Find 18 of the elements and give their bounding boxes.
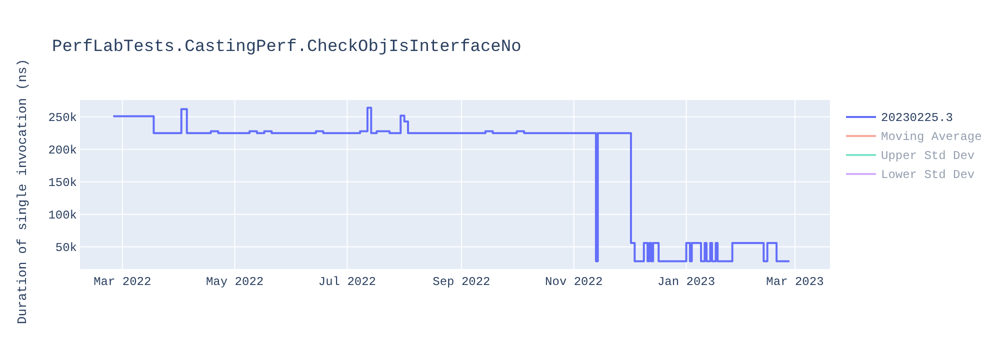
y-tick-label: 250k: [48, 110, 77, 125]
chart-title: PerfLabTests.CastingPerf.CheckObjIsInterfaceNo: [52, 38, 522, 57]
legend-label: 20230225.3: [881, 111, 954, 125]
y-axis-title: Duration of single invocation (ns): [15, 58, 30, 324]
legend-label: Lower Std Dev: [881, 168, 975, 182]
x-tick-label: Sep 2022: [432, 275, 490, 289]
x-tick-label: Jan 2023: [657, 275, 716, 289]
legend-label: Moving Average: [881, 130, 982, 144]
y-tick-label: 100k: [48, 208, 77, 222]
y-tick-label: 200k: [48, 143, 77, 158]
x-tick-label: Jul 2022: [318, 275, 376, 289]
y-tick-label: 150k: [48, 176, 77, 190]
x-tick-label: Nov 2022: [545, 275, 603, 289]
x-tick-label: May 2022: [206, 275, 264, 289]
x-tick-label: Mar 2023: [766, 275, 824, 289]
legend-label: Upper Std Dev: [881, 149, 975, 163]
y-tick-label: 50k: [55, 240, 77, 255]
x-tick-label: Mar 2022: [94, 275, 152, 289]
